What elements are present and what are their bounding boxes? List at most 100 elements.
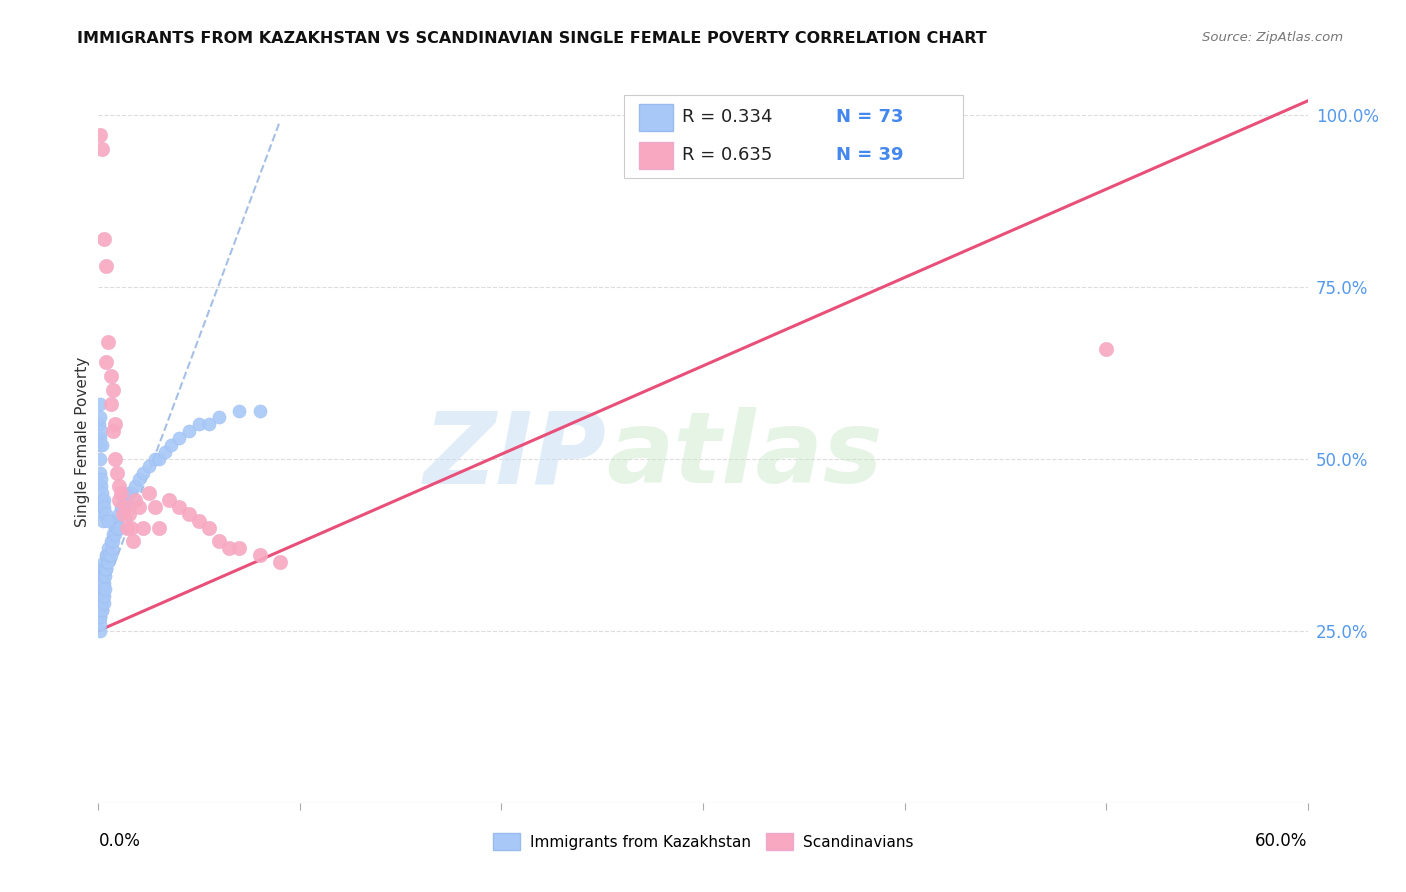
Point	[89, 596, 111, 610]
Point	[93, 590, 115, 604]
Point	[100, 534, 122, 549]
Point	[97, 334, 120, 349]
Point	[97, 548, 120, 562]
Point	[96, 562, 118, 576]
Point	[89, 431, 111, 445]
Point	[89, 128, 111, 143]
Point	[100, 369, 122, 384]
Point	[91, 514, 114, 528]
Text: N = 39: N = 39	[837, 146, 904, 164]
Point	[91, 596, 114, 610]
Point	[97, 514, 120, 528]
Point	[101, 534, 124, 549]
Point	[93, 555, 115, 569]
Point	[120, 486, 142, 500]
Point	[90, 590, 112, 604]
Text: 60.0%: 60.0%	[1256, 831, 1308, 850]
Point	[90, 472, 112, 486]
Point	[90, 424, 112, 438]
Point	[107, 507, 129, 521]
Point	[89, 616, 111, 631]
Point	[90, 590, 112, 604]
Point	[179, 424, 201, 438]
Text: atlas: atlas	[606, 408, 883, 505]
Text: R = 0.334: R = 0.334	[682, 108, 773, 127]
Point	[93, 500, 115, 514]
Point	[93, 231, 115, 245]
Point	[101, 383, 124, 397]
Point	[143, 451, 166, 466]
Point	[208, 410, 231, 425]
Point	[94, 562, 117, 576]
Text: 0.0%: 0.0%	[98, 831, 141, 850]
Point	[138, 486, 160, 500]
Text: IMMIGRANTS FROM KAZAKHSTAN VS SCANDINAVIAN SINGLE FEMALE POVERTY CORRELATION CHA: IMMIGRANTS FROM KAZAKHSTAN VS SCANDINAVI…	[77, 31, 987, 46]
Point	[249, 548, 271, 562]
Point	[157, 493, 180, 508]
Point	[91, 603, 114, 617]
Point	[89, 417, 111, 432]
Point	[91, 142, 114, 156]
Point	[91, 582, 114, 597]
Point	[89, 438, 111, 452]
Point	[103, 417, 125, 432]
Point	[188, 514, 211, 528]
Text: Source: ZipAtlas.com: Source: ZipAtlas.com	[1202, 31, 1343, 45]
Point	[90, 575, 112, 590]
Point	[143, 500, 166, 514]
Point	[91, 500, 114, 514]
Point	[132, 520, 155, 534]
Point	[114, 500, 136, 514]
Point	[90, 596, 112, 610]
Point	[100, 541, 122, 556]
Point	[167, 431, 190, 445]
Point	[89, 603, 111, 617]
Point	[218, 541, 240, 556]
Text: R = 0.635: R = 0.635	[682, 146, 773, 164]
Point	[153, 445, 176, 459]
Legend: Immigrants from Kazakhstan, Scandinavians: Immigrants from Kazakhstan, Scandinavian…	[486, 827, 920, 856]
Point	[148, 520, 170, 534]
Point	[91, 590, 114, 604]
Point	[96, 507, 118, 521]
Point	[93, 493, 115, 508]
Point	[97, 555, 120, 569]
Text: ZIP: ZIP	[423, 408, 606, 505]
Point	[111, 500, 134, 514]
Point	[208, 534, 231, 549]
Point	[93, 568, 115, 582]
Point	[103, 520, 125, 534]
Point	[89, 582, 111, 597]
Point	[105, 514, 128, 528]
Point	[96, 555, 118, 569]
Point	[90, 493, 112, 508]
Point	[93, 575, 115, 590]
Point	[269, 555, 291, 569]
Point	[105, 520, 128, 534]
Point	[91, 568, 114, 582]
Point	[249, 403, 271, 417]
Point	[121, 534, 143, 549]
Point	[89, 610, 111, 624]
Point	[89, 610, 111, 624]
Point	[198, 417, 221, 432]
Point	[90, 575, 112, 590]
Point	[124, 493, 146, 508]
Text: N = 73: N = 73	[837, 108, 904, 127]
Point	[110, 486, 132, 500]
Point	[115, 520, 138, 534]
Point	[103, 451, 125, 466]
Point	[90, 582, 112, 597]
Point	[91, 507, 114, 521]
Point	[118, 507, 141, 521]
Point	[90, 479, 112, 493]
Point	[103, 527, 125, 541]
Point	[128, 472, 150, 486]
Point	[89, 590, 111, 604]
Point	[124, 479, 146, 493]
Point	[101, 527, 124, 541]
Point	[91, 575, 114, 590]
Point	[179, 507, 201, 521]
Point	[89, 466, 111, 480]
Point	[105, 466, 128, 480]
